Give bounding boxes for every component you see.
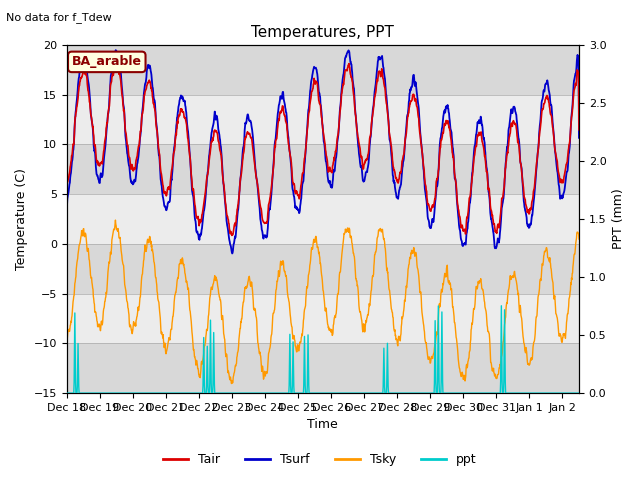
Bar [67,194,579,244]
Bar [67,95,579,144]
Bar [67,294,579,343]
Text: BA_arable: BA_arable [72,55,142,68]
Bar [67,144,579,194]
Y-axis label: PPT (mm): PPT (mm) [612,189,625,250]
Bar [67,244,579,294]
Text: No data for f_Tdew: No data for f_Tdew [6,12,112,23]
Y-axis label: Temperature (C): Temperature (C) [15,168,28,270]
X-axis label: Time: Time [307,419,338,432]
Bar [67,45,579,95]
Bar [67,343,579,393]
Legend: Tair, Tsurf, Tsky, ppt: Tair, Tsurf, Tsky, ppt [158,448,482,471]
Title: Temperatures, PPT: Temperatures, PPT [252,24,394,39]
